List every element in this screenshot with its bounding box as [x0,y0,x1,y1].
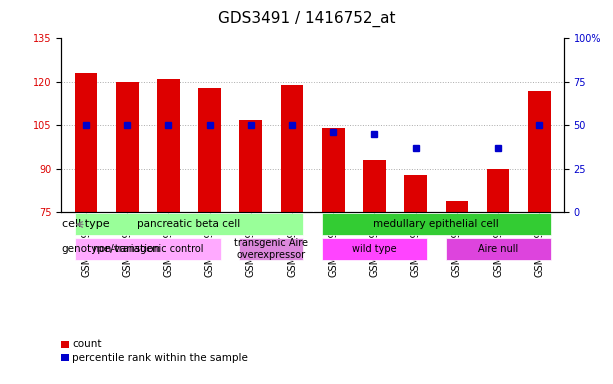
Bar [363,160,386,212]
FancyBboxPatch shape [446,238,550,260]
Bar [528,91,550,212]
Bar [446,201,468,212]
Text: GDS3491 / 1416752_at: GDS3491 / 1416752_at [218,11,395,27]
Text: pancreatic beta cell: pancreatic beta cell [137,219,241,230]
FancyBboxPatch shape [75,214,303,235]
Text: percentile rank within the sample: percentile rank within the sample [72,353,248,362]
Text: wild type: wild type [352,244,397,254]
Bar [487,169,509,212]
FancyBboxPatch shape [322,214,550,235]
Text: genotype/variation: genotype/variation [62,244,161,254]
Bar [405,175,427,212]
Text: count: count [72,339,102,349]
Bar [157,79,180,212]
Bar [116,82,139,212]
Text: transgenic Aire
overexpressor: transgenic Aire overexpressor [234,238,308,260]
Bar [322,128,345,212]
Bar [281,85,303,212]
FancyBboxPatch shape [240,238,303,260]
Bar [75,73,97,212]
Text: cell type: cell type [62,219,109,230]
Text: medullary epithelial cell: medullary epithelial cell [373,219,499,230]
Text: Aire null: Aire null [478,244,518,254]
FancyBboxPatch shape [322,238,427,260]
Bar [198,88,221,212]
Bar [240,119,262,212]
FancyBboxPatch shape [75,238,221,260]
Text: non-transgenic control: non-transgenic control [93,244,203,254]
